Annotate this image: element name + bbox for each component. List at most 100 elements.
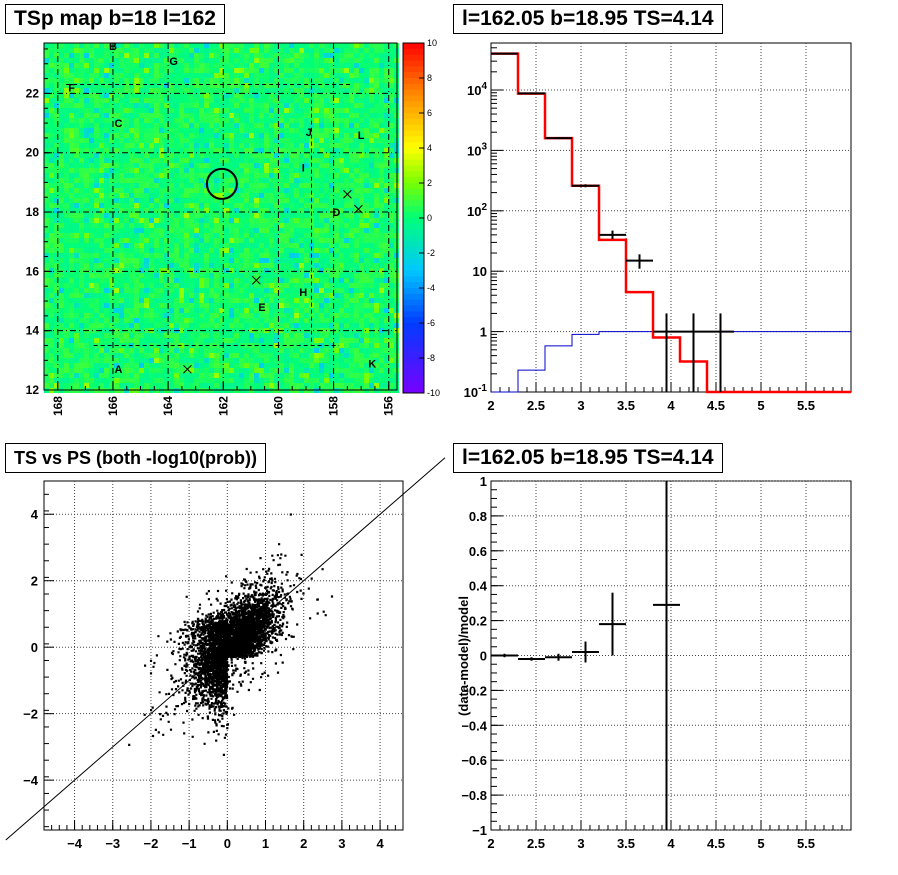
map-pixel	[159, 43, 164, 48]
map-pixel	[369, 173, 374, 178]
map-pixel	[364, 103, 369, 108]
map-pixel	[379, 353, 384, 358]
map-pixel	[319, 83, 324, 88]
map-pixel	[264, 198, 269, 203]
map-pixel	[189, 203, 194, 208]
map-pixel	[64, 253, 69, 258]
map-pixel	[194, 238, 199, 243]
map-pixel	[179, 113, 184, 118]
map-pixel	[114, 158, 119, 163]
map-pixel	[164, 288, 169, 293]
map-pixel	[189, 343, 194, 348]
map-pixel	[174, 68, 179, 73]
map-pixel	[204, 203, 209, 208]
map-pixel	[179, 48, 184, 53]
map-pixel	[189, 253, 194, 258]
map-pixel	[44, 113, 49, 118]
map-pixel	[124, 78, 129, 83]
map-pixel	[159, 138, 164, 143]
map-pixel	[369, 298, 374, 303]
map-pixel	[99, 228, 104, 233]
map-pixel	[144, 338, 149, 343]
map-pixel	[49, 318, 54, 323]
map-pixel	[244, 263, 249, 268]
map-pixel	[149, 253, 154, 258]
map-pixel	[329, 253, 334, 258]
map-pixel	[299, 383, 304, 388]
map-pixel	[304, 298, 309, 303]
map-pixel	[214, 63, 219, 68]
map-pixel	[359, 213, 364, 218]
map-pixel	[374, 338, 379, 343]
map-pixel	[159, 103, 164, 108]
map-pixel	[324, 203, 329, 208]
map-pixel	[264, 288, 269, 293]
map-pixel	[139, 373, 144, 378]
map-pixel	[384, 343, 389, 348]
map-pixel	[99, 213, 104, 218]
map-pixel	[59, 68, 64, 73]
map-pixel	[54, 53, 59, 58]
map-pixel	[89, 68, 94, 73]
map-pixel	[384, 348, 389, 353]
map-pixel	[289, 148, 294, 153]
map-pixel	[214, 288, 219, 293]
map-pixel	[319, 243, 324, 248]
map-pixel	[239, 378, 244, 383]
map-pixel	[329, 43, 334, 48]
map-pixel	[119, 353, 124, 358]
map-pixel	[219, 248, 224, 253]
map-pixel	[219, 83, 224, 88]
map-pixel	[329, 323, 334, 328]
map-pixel	[114, 303, 119, 308]
map-pixel	[164, 128, 169, 133]
map-pixel	[209, 258, 214, 263]
map-pixel	[194, 103, 199, 108]
map-pixel	[44, 148, 49, 153]
map-pixel	[214, 193, 219, 198]
map-pixel	[224, 138, 229, 143]
map-pixel	[244, 118, 249, 123]
map-pixel	[134, 238, 139, 243]
map-pixel	[229, 348, 234, 353]
map-pixel	[139, 178, 144, 183]
map-pixel	[99, 193, 104, 198]
map-pixel	[204, 293, 209, 298]
map-pixel	[344, 378, 349, 383]
map-pixel	[364, 83, 369, 88]
map-pixel	[114, 213, 119, 218]
map-pixel	[49, 148, 54, 153]
map-pixel	[154, 148, 159, 153]
map-pixel	[239, 43, 244, 48]
map-pixel	[244, 158, 249, 163]
map-pixel	[334, 58, 339, 63]
map-pixel	[79, 208, 84, 213]
map-pixel	[69, 203, 74, 208]
map-pixel	[224, 288, 229, 293]
map-pixel	[109, 123, 114, 128]
map-pixel	[264, 228, 269, 233]
map-pixel	[384, 43, 389, 48]
map-pixel	[124, 208, 129, 213]
map-pixel	[379, 278, 384, 283]
map-pixel	[314, 363, 319, 368]
map-pixel	[154, 273, 159, 278]
map-pixel	[134, 43, 139, 48]
map-pixel	[239, 353, 244, 358]
map-pixel	[339, 118, 344, 123]
map-pixel	[104, 233, 109, 238]
map-pixel	[384, 53, 389, 58]
map-pixel	[249, 298, 254, 303]
map-pixel	[264, 283, 269, 288]
map-pixel	[59, 193, 64, 198]
map-pixel	[149, 178, 154, 183]
map-pixel	[369, 313, 374, 318]
map-pixel	[284, 208, 289, 213]
map-pixel	[349, 223, 354, 228]
map-pixel	[364, 348, 369, 353]
map-pixel	[204, 118, 209, 123]
map-pixel	[214, 363, 219, 368]
map-pixel	[309, 88, 314, 93]
map-pixel	[224, 83, 229, 88]
